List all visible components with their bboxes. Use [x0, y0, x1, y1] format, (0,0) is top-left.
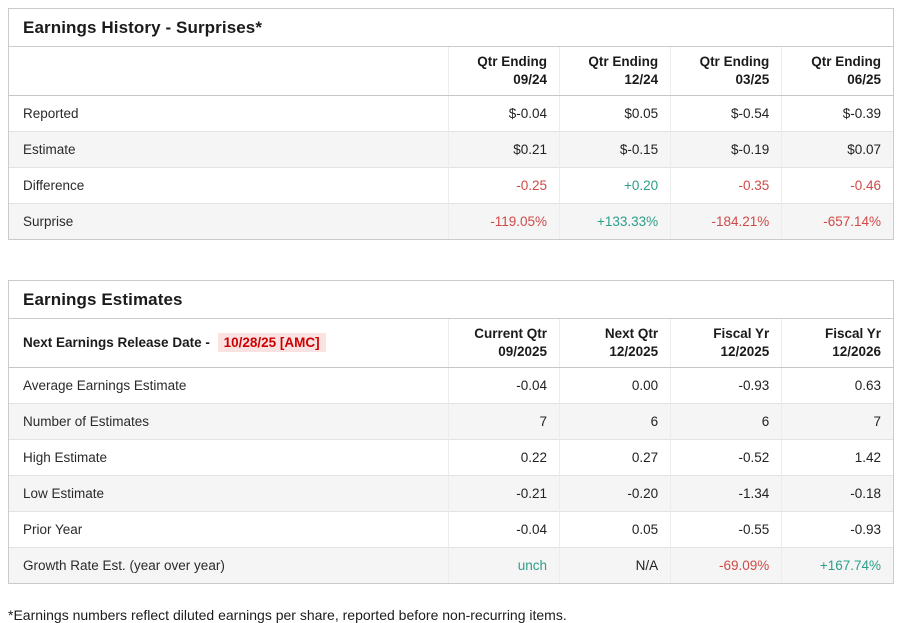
cell-value: $-0.04 [447, 95, 560, 132]
column-header-line1: Fiscal Yr [824, 326, 881, 342]
cell-value: -0.18 [781, 475, 893, 512]
column-header-line2: 06/25 [847, 71, 881, 87]
column-header-line2: 03/25 [735, 71, 770, 87]
cell-value: +167.74% [781, 547, 893, 584]
cell-value: -0.93 [781, 511, 893, 548]
table-row: Average Earnings Estimate -0.04 0.00 -0.93 0… [9, 367, 893, 404]
release-date-label: Next Earnings Release Date - [23, 334, 210, 350]
column-header-spacer [9, 47, 449, 97]
cell-value: unch [447, 547, 560, 584]
cell-value: -0.35 [670, 167, 782, 204]
release-date-value: 10/28/25 [AMC] [217, 332, 326, 352]
earnings-estimates-panel: Earnings Estimates Next Earnings Release… [8, 280, 894, 585]
cell-value: 6 [670, 403, 782, 440]
cell-value: N/A [558, 547, 671, 584]
cell-value: -69.09% [670, 547, 782, 584]
column-header: Fiscal Yr 12/2025 [670, 319, 782, 369]
next-earnings-release: Next Earnings Release Date - 10/28/25 [A… [9, 319, 449, 369]
table-row: Surprise -119.05% +133.33% -184.21% -657.14% [9, 203, 893, 240]
cell-value: +133.33% [558, 203, 671, 240]
row-label: Surprise [23, 214, 74, 230]
column-header: Fiscal Yr 12/2026 [781, 319, 893, 369]
cell-value: $0.21 [447, 131, 560, 168]
cell-value: -0.46 [781, 167, 893, 204]
cell-value: 7 [781, 403, 893, 440]
cell-value: -0.52 [670, 439, 782, 476]
column-header: Qtr Ending 12/24 [558, 47, 671, 97]
cell-value: 0.00 [558, 367, 671, 404]
earnings-estimates-title: Earnings Estimates [9, 281, 893, 320]
column-header: Current Qtr 09/2025 [447, 319, 560, 369]
cell-value: $-0.15 [558, 131, 671, 168]
cell-value: -1.34 [670, 475, 782, 512]
cell-value: 7 [447, 403, 560, 440]
column-header-line1: Next Qtr [604, 326, 659, 342]
earnings-footnote: *Earnings numbers reflect diluted earnin… [8, 607, 567, 623]
header-row: Next Earnings Release Date - 10/28/25 [A… [9, 319, 893, 369]
earnings-history-panel: Earnings History - Surprises* Qtr Ending… [8, 8, 894, 241]
cell-value: $-0.39 [781, 95, 893, 132]
page: Earnings History - Surprises* Qtr Ending… [8, 8, 894, 623]
row-label: Estimate [23, 142, 76, 158]
table-row: Reported $-0.04 $0.05 $-0.54 $-0.39 [9, 95, 893, 132]
cell-value: -119.05% [447, 203, 560, 240]
column-header-line1: Qtr Ending [477, 54, 547, 69]
column-header: Qtr Ending 09/24 [447, 47, 560, 97]
table-row: Estimate $0.21 $-0.15 $-0.19 $0.07 [9, 131, 893, 168]
cell-value: -0.20 [558, 475, 671, 512]
cell-value: 0.05 [558, 511, 671, 548]
table-row: Number of Estimates 7 6 6 7 [9, 403, 893, 440]
column-header-line2: 12/2025 [609, 343, 659, 359]
row-label: Average Earnings Estimate [23, 378, 187, 394]
cell-value: -0.04 [447, 367, 560, 404]
cell-value: +0.20 [558, 167, 671, 204]
row-label: Difference [23, 178, 85, 194]
cell-value: -0.55 [670, 511, 782, 548]
column-header: Qtr Ending 03/25 [670, 47, 782, 97]
column-header-line1: Qtr Ending [699, 54, 770, 69]
table-row: Low Estimate -0.21 -0.20 -1.34 -0.18 [9, 475, 893, 512]
row-label: Number of Estimates [23, 414, 150, 430]
cell-value: -0.04 [447, 511, 560, 548]
cell-value: -0.21 [447, 475, 560, 512]
cell-value: -657.14% [781, 203, 893, 240]
table-row: Growth Rate Est. (year over year) unch N/A… [9, 547, 893, 584]
column-header: Qtr Ending 06/25 [781, 47, 893, 97]
row-label: Growth Rate Est. (year over year) [23, 558, 225, 574]
earnings-history-table: Qtr Ending 09/24 Qtr Ending 12/24 Qtr En… [9, 47, 893, 240]
column-header-line2: 09/24 [513, 71, 547, 87]
row-label: High Estimate [23, 450, 108, 466]
column-header-line2: 09/2025 [498, 343, 547, 359]
column-header-line2: 12/2025 [720, 343, 770, 359]
cell-value: 1.42 [781, 439, 893, 476]
table-row: Prior Year -0.04 0.05 -0.55 -0.93 [9, 511, 893, 548]
cell-value: -0.25 [447, 167, 560, 204]
earnings-estimates-table: Next Earnings Release Date - 10/28/25 [A… [9, 319, 893, 584]
column-header-line1: Qtr Ending [588, 54, 659, 69]
table-row: Difference -0.25 +0.20 -0.35 -0.46 [9, 167, 893, 204]
cell-value: 6 [558, 403, 671, 440]
column-header: Next Qtr 12/2025 [558, 319, 671, 369]
cell-value: $-0.54 [670, 95, 782, 132]
cell-value: 0.27 [558, 439, 671, 476]
header-row: Qtr Ending 09/24 Qtr Ending 12/24 Qtr En… [9, 47, 893, 97]
earnings-history-title: Earnings History - Surprises* [9, 9, 893, 47]
row-label: Low Estimate [23, 486, 105, 502]
cell-value: $-0.19 [670, 131, 782, 168]
row-label: Reported [23, 106, 79, 122]
column-header-line1: Qtr Ending [811, 54, 881, 69]
cell-value: -0.93 [670, 367, 782, 404]
cell-value: 0.22 [447, 439, 560, 476]
row-label: Prior Year [23, 522, 83, 538]
cell-value: 0.63 [781, 367, 893, 404]
cell-value: -184.21% [670, 203, 782, 240]
cell-value: $0.07 [781, 131, 893, 168]
column-header-line1: Current Qtr [474, 326, 547, 342]
column-header-line2: 12/2026 [832, 343, 881, 359]
table-row: High Estimate 0.22 0.27 -0.52 1.42 [9, 439, 893, 476]
column-header-line1: Fiscal Yr [713, 326, 770, 342]
column-header-line2: 12/24 [624, 71, 659, 87]
cell-value: $0.05 [558, 95, 671, 132]
